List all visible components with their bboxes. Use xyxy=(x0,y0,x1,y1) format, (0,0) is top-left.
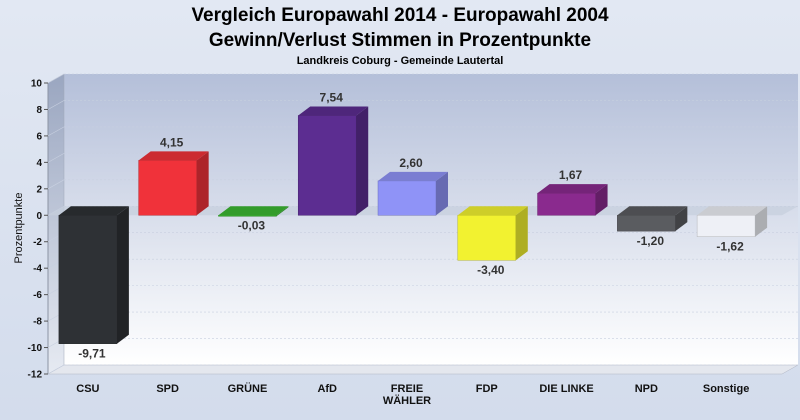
y-tick-label: -12 xyxy=(28,370,43,381)
bar-npd xyxy=(617,206,688,232)
bar-fdp xyxy=(457,206,528,261)
value-label: 2,60 xyxy=(399,156,423,170)
bar-grüne xyxy=(218,206,289,217)
x-category-label: FREIE xyxy=(391,383,423,395)
bars xyxy=(58,106,768,344)
plot-background xyxy=(47,73,799,375)
value-label: 4,15 xyxy=(160,135,184,149)
y-tick-label: -2 xyxy=(33,237,42,248)
bar-die-linke xyxy=(537,184,608,216)
x-category-label: CSU xyxy=(76,383,99,395)
value-label: -0,03 xyxy=(238,219,266,233)
x-category-label: GRÜNE xyxy=(228,382,268,395)
x-category-label: FDP xyxy=(476,383,498,395)
value-label: -1,20 xyxy=(637,234,665,248)
x-category-label: NPD xyxy=(635,383,658,395)
y-tick-label: 4 xyxy=(36,158,42,169)
value-label: -3,40 xyxy=(477,263,505,277)
value-label: -1,62 xyxy=(716,240,744,254)
y-tick-label: 2 xyxy=(36,184,42,195)
gridline-side xyxy=(47,100,65,110)
plot-back-wall xyxy=(64,74,798,365)
y-tick-label: 0 xyxy=(36,211,42,222)
value-label: 7,54 xyxy=(320,91,344,105)
gridline-side xyxy=(47,73,65,84)
y-axis-ticks: 10 8 6 4 2 0 -2 -4 -6 -8 -10 -12 xyxy=(28,79,48,381)
y-tick-label: 6 xyxy=(36,131,42,142)
x-category-label: WÄHLER xyxy=(383,394,431,407)
bar-freie-wähler xyxy=(377,171,448,216)
value-label: 1,67 xyxy=(559,168,583,182)
y-tick-label: -6 xyxy=(33,290,42,301)
y-tick-label: -8 xyxy=(33,317,42,328)
bar-sonstige xyxy=(696,206,768,237)
value-label: -9,71 xyxy=(78,347,106,361)
x-category-label: AfD xyxy=(317,383,337,395)
chart-title: Vergleich Europawahl 2014 - Europawahl 2… xyxy=(191,5,609,26)
gridline-side xyxy=(47,153,65,163)
y-tick-label: 8 xyxy=(36,105,42,116)
chart-subtitle-main: Gewinn/Verlust Stimmen in Prozentpunkte xyxy=(208,30,592,51)
plot-floor xyxy=(47,364,799,375)
gridline-side xyxy=(47,126,65,137)
chart-subtitle: Landkreis Coburg - Gemeinde Lautertal xyxy=(296,55,504,67)
bar-csu xyxy=(58,206,129,344)
x-category-label: DIE LINKE xyxy=(539,383,593,395)
y-tick-label: -4 xyxy=(33,264,42,275)
x-category-label: Sonstige xyxy=(703,383,749,395)
gridline-side xyxy=(47,364,65,375)
y-tick-label: 10 xyxy=(31,79,43,90)
y-tick-label: -10 xyxy=(28,343,43,354)
value-labels: -9,71 4,15 -0,03 7,54 2,60 -3,40 1,67 -1,20 -1,6… xyxy=(78,91,744,361)
y-axis-label: Prozentpunkte xyxy=(13,193,25,264)
x-category-label: SPD xyxy=(156,383,179,395)
gridline-side xyxy=(47,179,65,190)
bar-afd xyxy=(297,106,369,216)
bar-spd xyxy=(138,151,209,216)
